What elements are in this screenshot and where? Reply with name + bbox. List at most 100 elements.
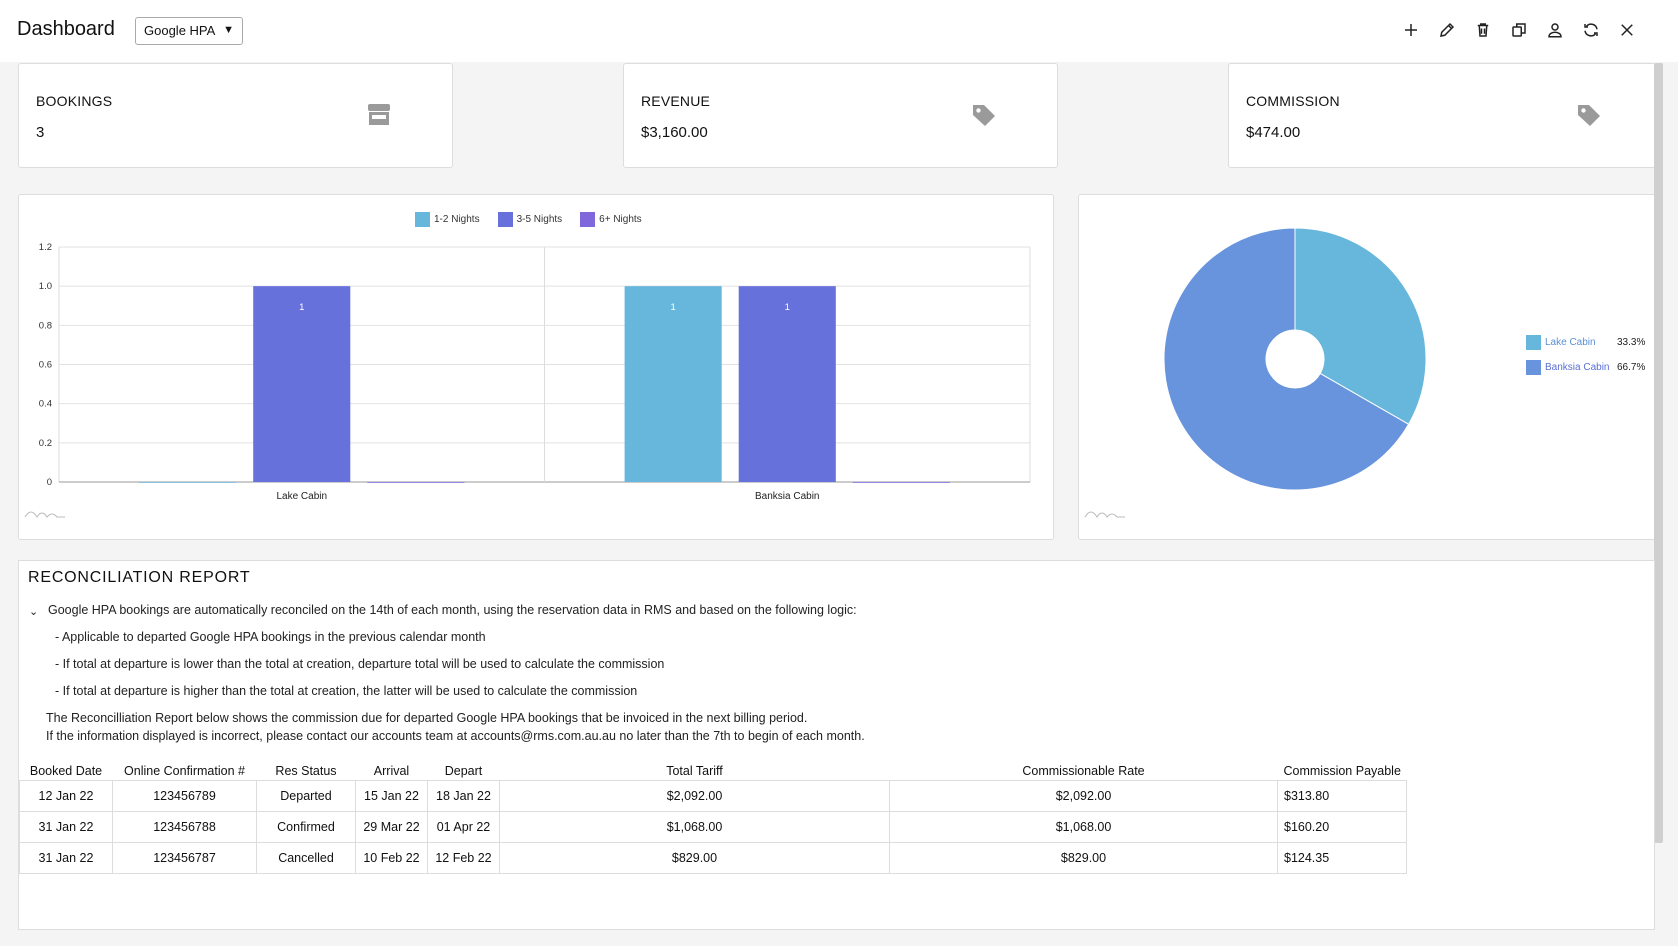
y-tick-label: 1.2: [39, 242, 52, 253]
page-title: Dashboard: [17, 18, 115, 40]
bar: [139, 482, 237, 483]
report-title: RECONCILIATION REPORT: [28, 569, 251, 586]
table-row[interactable]: 12 Jan 22 123456789 Departed 15 Jan 22 1…: [19, 779, 1408, 812]
legend-item[interactable]: 6+ Nights: [580, 212, 642, 227]
data-label: 1: [785, 302, 790, 313]
y-tick-label: 0: [47, 477, 52, 488]
cell-res-status: Departed: [256, 779, 356, 812]
legend-swatch: [497, 212, 513, 227]
pencil-icon[interactable]: [1436, 18, 1458, 42]
bar: [624, 286, 722, 482]
column-header[interactable]: Commission Payable: [1283, 763, 1401, 778]
toolbar: [1400, 18, 1638, 42]
pie-legend: Lake Cabin 33.3% Banksia Cabin 66.7%: [1526, 335, 1645, 375]
user-icon[interactable]: [1544, 18, 1566, 42]
bar-chart-card: 1-2 Nights 3-5 Nights 6+ Nights 1.2 1.0 0.…: [18, 194, 1054, 540]
reconciliation-table: Booked Date Online Confirmation # Res St…: [19, 762, 1408, 874]
report-rule: - If total at departure is higher than t…: [55, 684, 638, 698]
vertical-scrollbar[interactable]: [1654, 63, 1663, 843]
revenue-card: REVENUE $3,160.00: [623, 63, 1058, 168]
refresh-icon[interactable]: [1580, 18, 1602, 42]
cell-commission-payable: $124.35: [1276, 841, 1408, 874]
cell-depart: 12 Feb 22: [427, 841, 500, 874]
close-icon[interactable]: [1616, 18, 1638, 42]
column-header[interactable]: Total Tariff: [666, 763, 723, 778]
column-header[interactable]: Booked Date: [29, 763, 103, 778]
column-header[interactable]: Depart: [444, 763, 483, 778]
bar-chart-legend: 1-2 Nights 3-5 Nights 6+ Nights: [415, 212, 642, 227]
legend-item[interactable]: 3-5 Nights: [497, 212, 563, 227]
cell-total-tariff: $2,092.00: [499, 779, 890, 812]
cell-booked-date: 12 Jan 22: [19, 779, 113, 812]
y-tick-label: 0.8: [39, 320, 52, 331]
legend-label: 1-2 Nights: [434, 214, 480, 225]
pie-slice[interactable]: [1294, 227, 1427, 425]
legend-label: 3-5 Nights: [516, 214, 563, 225]
commission-card: COMMISSION $474.00: [1228, 63, 1656, 168]
legend-swatch: [1526, 335, 1541, 350]
chevron-down-icon[interactable]: ⌄: [29, 606, 39, 618]
commission-label: COMMISSION: [1246, 93, 1340, 109]
cell-commissionable-rate: $1,068.00: [889, 810, 1278, 843]
store-icon: [368, 104, 390, 125]
cell-commission-payable: $313.80: [1276, 779, 1408, 812]
column-header[interactable]: Online Confirmation #: [124, 763, 245, 778]
x-tick-label: Lake Cabin: [276, 491, 327, 502]
cell-total-tariff: $829.00: [499, 841, 890, 874]
column-header[interactable]: Commissionable Rate: [1022, 763, 1145, 778]
cell-confirmation: 123456787: [112, 841, 257, 874]
report-note: If the information displayed is incorrec…: [46, 729, 865, 743]
report-note: The Reconcilliation Report below shows t…: [46, 711, 808, 725]
copy-icon[interactable]: [1508, 18, 1530, 42]
pie-legend-percent: 33.3%: [1617, 337, 1646, 348]
dashboard-selector[interactable]: Google HPA ▼: [135, 17, 243, 45]
chart-logo-icon: [24, 511, 65, 518]
legend-item[interactable]: 1-2 Nights: [415, 212, 480, 227]
bookings-card: BOOKINGS 3: [18, 63, 453, 168]
revenue-label: REVENUE: [641, 93, 711, 109]
cell-commissionable-rate: $829.00: [889, 841, 1278, 874]
chevron-down-icon: ▼: [223, 24, 234, 36]
cell-commissionable-rate: $2,092.00: [889, 779, 1278, 812]
revenue-value: $3,160.00: [641, 124, 708, 141]
cell-total-tariff: $1,068.00: [499, 810, 890, 843]
y-tick-label: 0.2: [39, 438, 52, 449]
report-rule: - If total at departure is lower than th…: [55, 657, 665, 671]
cell-arrival: 10 Feb 22: [355, 841, 428, 874]
pie-legend-label: Banksia Cabin: [1545, 362, 1610, 373]
bar: [367, 482, 465, 483]
table-row[interactable]: 31 Jan 22 123456788 Confirmed 29 Mar 22 …: [19, 810, 1408, 843]
y-tick-label: 0.6: [39, 360, 52, 371]
tag-icon: [973, 105, 995, 126]
table-header-row: Booked Date Online Confirmation # Res St…: [20, 762, 1407, 780]
bar: [852, 482, 950, 483]
cell-res-status: Cancelled: [256, 841, 356, 874]
cell-confirmation: 123456788: [112, 810, 257, 843]
plus-icon[interactable]: [1400, 18, 1422, 42]
pie-legend-percent: 66.7%: [1617, 362, 1646, 373]
trash-icon[interactable]: [1472, 18, 1494, 42]
data-label: 1: [299, 302, 304, 313]
cell-arrival: 15 Jan 22: [355, 779, 428, 812]
pie-legend-item[interactable]: Banksia Cabin 66.7%: [1526, 360, 1645, 375]
pie-slice[interactable]: [1163, 227, 1410, 491]
reconciliation-report: RECONCILIATION REPORT ⌄ Google HPA booki…: [18, 560, 1655, 930]
column-header[interactable]: Res Status: [275, 763, 337, 778]
pie-legend-item[interactable]: Lake Cabin 33.3%: [1526, 335, 1645, 350]
report-intro: Google HPA bookings are automatically re…: [48, 603, 857, 617]
cell-commission-payable: $160.20: [1276, 810, 1408, 843]
column-header[interactable]: Arrival: [373, 763, 410, 778]
legend-swatch: [415, 212, 430, 227]
report-rule: - Applicable to departed Google HPA book…: [55, 630, 486, 644]
table-row[interactable]: 31 Jan 22 123456787 Cancelled 10 Feb 22 …: [19, 841, 1408, 874]
tag-icon: [1578, 105, 1600, 126]
pie-chart: [1084, 227, 1427, 518]
bookings-value: 3: [36, 124, 45, 141]
cell-depart: 01 Apr 22: [427, 810, 500, 843]
top-bar: Dashboard Google HPA ▼: [0, 0, 1678, 62]
data-label: 1: [671, 302, 676, 313]
bookings-label: BOOKINGS: [36, 93, 113, 109]
cell-confirmation: 123456789: [112, 779, 257, 812]
cell-res-status: Confirmed: [256, 810, 356, 843]
y-tick-label: 0.4: [39, 399, 52, 410]
